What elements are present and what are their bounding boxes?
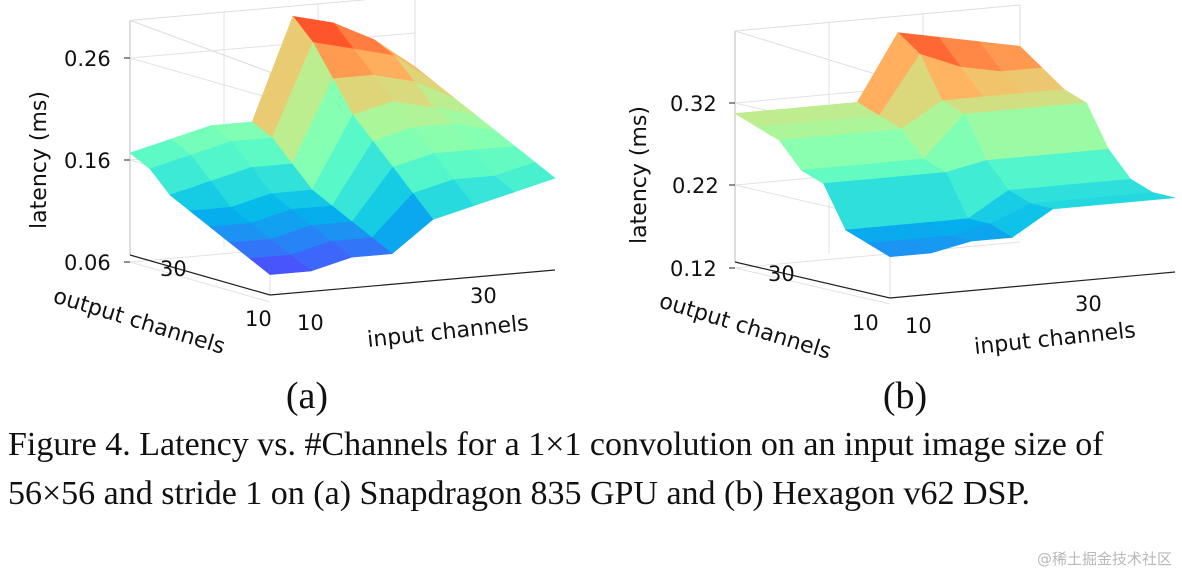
z-tick-label: 0.16	[64, 149, 111, 173]
y-axis-label: output channels	[50, 284, 228, 360]
x-tick-label: 10	[297, 311, 324, 335]
y-tick-label: 30	[768, 262, 795, 286]
output-axis-line	[129, 254, 271, 296]
input-axis-line	[269, 269, 556, 296]
figure-caption: Figure 4. Latency vs. #Channels for a 1×…	[8, 426, 1104, 512]
z-tick-label: 0.06	[64, 251, 111, 275]
z-axis-label: latency (ms)	[627, 106, 652, 244]
x-tick-label: 30	[470, 284, 497, 308]
left-wall-top	[129, 19, 271, 73]
y-tick-label: 30	[160, 257, 187, 281]
input-axis-line	[889, 271, 1176, 299]
x-tick-label: 30	[1075, 292, 1102, 316]
back-wall-top	[129, 0, 369, 21]
y-axis-label: output channels	[656, 289, 834, 365]
back-wall-top	[734, 4, 1021, 32]
surface-cell	[249, 254, 312, 275]
x-axis-label: input channels	[366, 311, 530, 353]
grid-line	[129, 57, 271, 99]
panel-label: (b)	[883, 375, 927, 417]
y-tick-label: 10	[245, 307, 272, 331]
panel-label: (a)	[286, 375, 328, 417]
grid-line	[734, 241, 1021, 269]
output-axis-line	[734, 261, 891, 299]
figure-panels: 0.26 0.16 0.06 10 30 30 10 input channels output…	[27, 0, 1176, 417]
grid-line	[129, 261, 271, 303]
grid-line	[734, 267, 891, 305]
z-tick-label: 0.22	[672, 174, 719, 198]
watermark: @稀土掘金技术社区	[1036, 550, 1172, 568]
z-axis-label: latency (ms)	[27, 91, 52, 229]
surface-cell	[866, 239, 932, 258]
surface-plot-b: 0.32 0.22 0.12 10 30 30 10 input channels output…	[627, 4, 1176, 417]
surface-plot-a: 0.26 0.16 0.06 10 30 30 10 input channels output…	[27, 0, 556, 417]
z-tick-label: 0.32	[670, 92, 717, 116]
y-tick-label: 10	[852, 311, 879, 335]
x-axis-label: input channels	[973, 318, 1137, 360]
x-tick-label: 10	[905, 314, 932, 338]
left-wall-top	[734, 30, 891, 80]
z-tick-label: 0.12	[670, 257, 717, 281]
z-tick-label: 0.26	[64, 47, 111, 71]
